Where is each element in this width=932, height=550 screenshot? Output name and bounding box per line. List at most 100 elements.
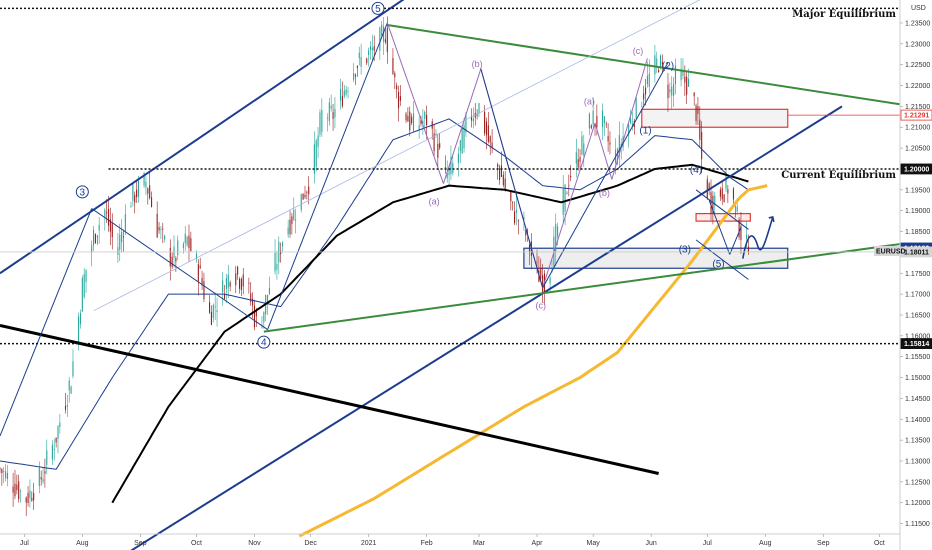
candle-body — [476, 114, 478, 116]
candle-body — [237, 266, 239, 275]
candle-body — [94, 234, 96, 244]
candle-body — [489, 136, 491, 143]
candle-body — [470, 116, 473, 121]
candle-body — [93, 229, 95, 246]
candle-body — [439, 143, 441, 149]
candle-body — [162, 228, 164, 230]
candle-body — [684, 76, 686, 83]
price-badge — [900, 338, 932, 349]
candle-body — [64, 406, 67, 410]
wave-corrective-label: (a) — [429, 196, 440, 206]
major-equilibrium-label: Major Equilibrium — [792, 9, 896, 20]
price-tick-label: 1.13500 — [905, 438, 930, 445]
price-tick-label: 1.16000 — [905, 333, 930, 340]
candle-body — [396, 85, 398, 90]
candle-body — [394, 73, 396, 78]
price-badge-label: 1.18011 — [904, 249, 929, 256]
candle-body — [197, 264, 199, 282]
candle-body — [3, 471, 5, 472]
candle-body — [18, 481, 20, 500]
candle-body — [596, 116, 598, 128]
candle-body — [397, 92, 400, 109]
descending-trendline — [0, 323, 659, 475]
candle-body — [253, 305, 256, 328]
wedge-upper-line — [695, 189, 749, 230]
candle-body — [98, 224, 100, 231]
candle-body — [188, 235, 190, 249]
candle-body — [106, 212, 108, 214]
candle-body — [306, 191, 308, 193]
candle-body — [392, 57, 394, 74]
candle-body — [85, 269, 87, 282]
wave-minor-label: (2) — [662, 61, 674, 72]
candle-body — [124, 214, 126, 233]
candle-body — [444, 167, 446, 168]
price-tick-label: 1.15500 — [905, 354, 930, 361]
candle-body — [379, 27, 381, 51]
candle-body — [287, 227, 289, 235]
candle-body — [40, 477, 42, 480]
time-tick-label: Mar — [473, 540, 486, 547]
price-tick-label: 1.14500 — [905, 396, 930, 403]
symbol-tag-label: EURUSD — [876, 248, 906, 255]
candle-body — [119, 234, 121, 250]
candle-body — [51, 444, 53, 460]
candle-body — [695, 105, 697, 121]
candle-body — [635, 97, 637, 119]
price-tick-label: 1.15000 — [905, 375, 930, 382]
candle-body — [478, 103, 480, 114]
candle-body — [555, 224, 557, 253]
candle-body — [107, 209, 110, 226]
candle-body — [491, 142, 493, 149]
wedge-leg-1 — [708, 200, 731, 255]
candle-body — [104, 209, 106, 218]
candle-body — [44, 471, 46, 474]
resistance-zone-box — [641, 108, 789, 128]
currency-label: USD — [911, 5, 926, 12]
candle-body — [16, 484, 18, 491]
price-tick-label: 1.19000 — [905, 208, 930, 215]
candle-body — [688, 78, 690, 87]
candle-body — [164, 235, 166, 240]
wave-corrective-label: (b) — [599, 188, 610, 198]
candle-body — [151, 197, 153, 208]
candle-body — [384, 39, 386, 43]
candle-body — [160, 229, 162, 231]
candle-body — [33, 492, 35, 501]
candle-body — [643, 93, 645, 100]
candle-body — [117, 247, 119, 255]
candle-body — [463, 124, 465, 149]
candle-body — [184, 233, 186, 244]
candle-body — [122, 236, 125, 238]
corrective-a-leg — [386, 22, 444, 184]
candle-body — [216, 310, 218, 313]
candle-body — [222, 280, 224, 293]
price-tick-label: 1.17500 — [905, 271, 930, 278]
candle-body — [710, 192, 712, 215]
candle-body — [182, 243, 184, 248]
time-tick-label: Oct — [191, 540, 202, 547]
candle-body — [525, 229, 527, 236]
candle-body — [289, 219, 291, 235]
channel-lower-line — [130, 105, 843, 550]
candle-body — [177, 240, 179, 256]
candle-body — [332, 112, 334, 119]
candle-body — [682, 71, 684, 76]
candle-body — [143, 172, 145, 186]
candle-body — [648, 73, 650, 87]
candle-body — [171, 256, 173, 267]
candle-body — [72, 361, 74, 377]
candle-body — [424, 111, 426, 119]
candle-body — [276, 264, 278, 270]
candle-body — [186, 236, 188, 245]
candle-body — [609, 142, 611, 145]
candle-body — [156, 213, 158, 238]
candle-body — [169, 247, 171, 267]
wedge-leg-2 — [729, 227, 742, 255]
candle-body — [732, 188, 735, 200]
corrective-c2-leg — [611, 58, 648, 180]
candle-body — [540, 268, 542, 279]
wave-major-circle — [371, 1, 385, 15]
price-badge — [900, 109, 932, 121]
